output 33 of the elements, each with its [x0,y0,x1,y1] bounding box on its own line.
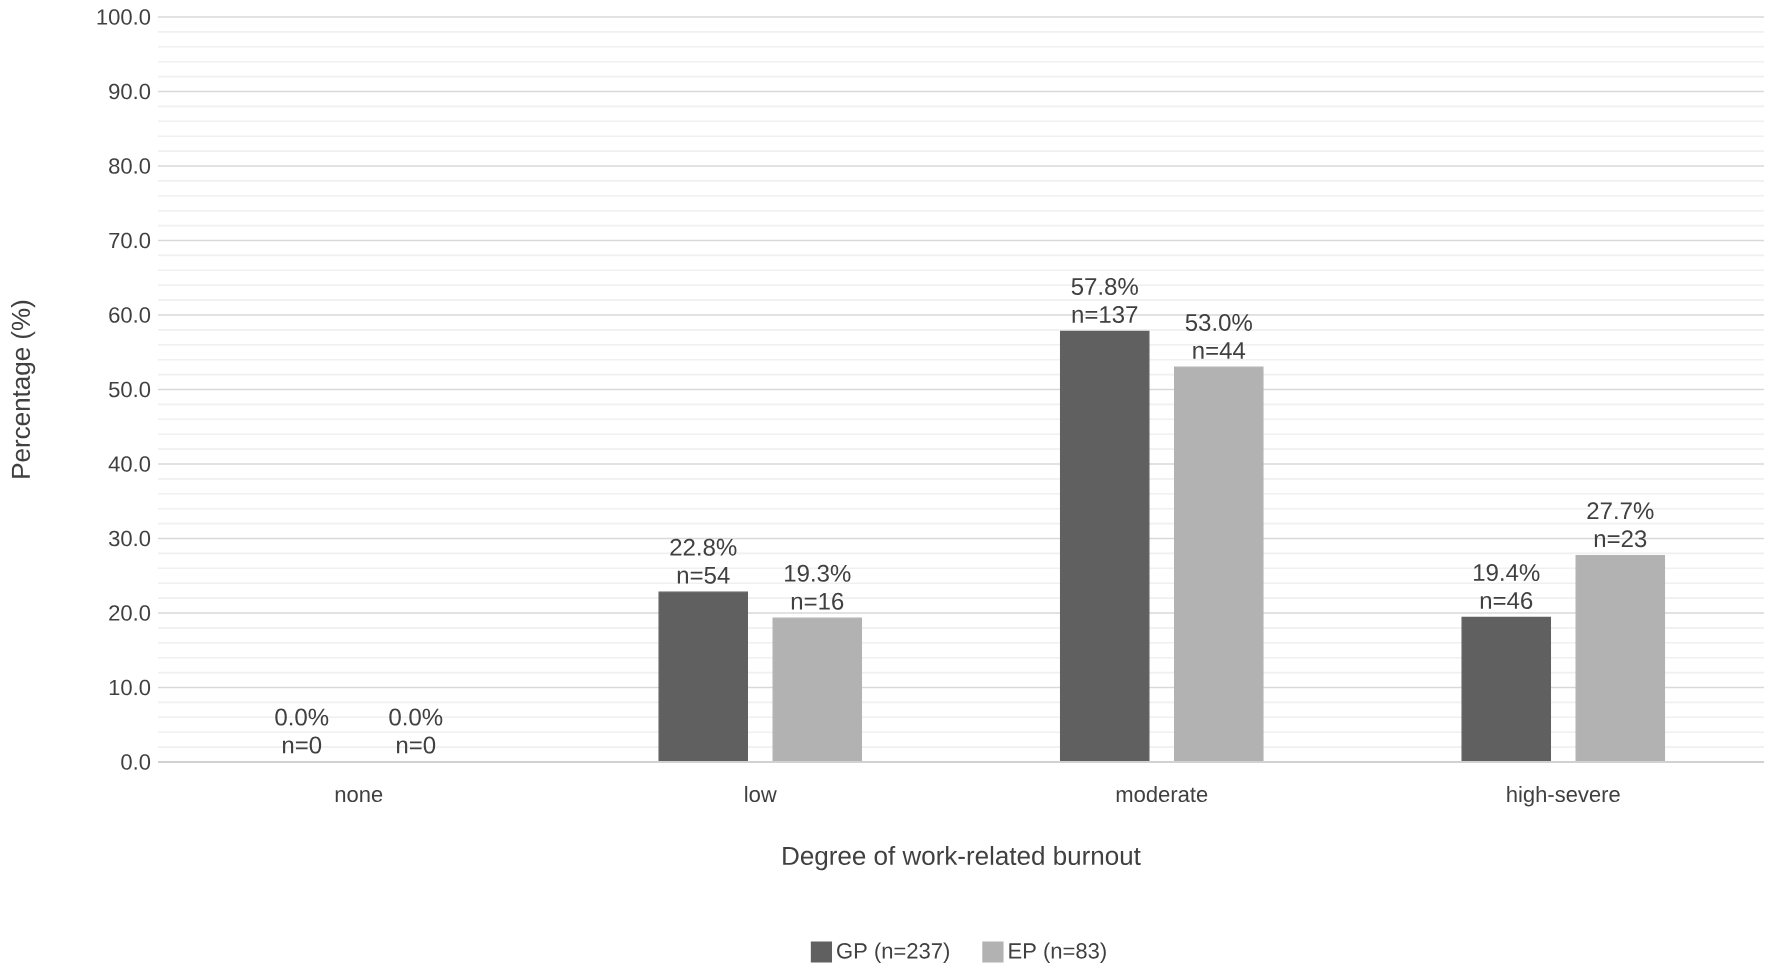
y-tick-label: 90.0 [109,83,151,100]
y-tick-label: 100.0 [97,9,151,25]
x-tick-label: low [745,785,777,803]
legend-label: GP (n=237) [837,942,949,964]
data-label: 22.8% n=54 [670,538,737,584]
bar [772,617,863,763]
data-label: 53.0% n=44 [1185,314,1252,359]
bar [1575,555,1666,763]
y-tick-label: 0.0 [121,754,151,770]
x-axis-title: Degree of work-related burnout [783,845,1141,871]
y-tick-label: 40.0 [108,456,151,472]
x-tick-label: moderate [1116,785,1208,803]
data-label: 0.0% n=0 [389,708,443,754]
x-tick-label: none [335,790,383,803]
bar [658,591,749,763]
x-tick-label: high-severe [1507,785,1620,807]
y-tick-label: 80.0 [109,158,151,174]
bar [1174,366,1264,763]
data-label: 19.4% n=46 [1474,564,1540,610]
legend-label: EP (n=83) [1009,942,1106,964]
data-label: 27.7% n=23 [1587,502,1654,548]
y-tick-label: 50.0 [109,381,151,398]
data-label: 0.0% n=0 [275,708,329,754]
data-label: 57.8% n=137 [1071,278,1138,323]
y-tick-label: 60.0 [109,307,151,323]
y-tick-label: 20.0 [109,605,151,621]
data-label: 19.3% n=16 [785,564,851,610]
y-axis-title: Percentage (%) [10,300,36,478]
y-tick-label: 70.0 [109,232,151,249]
bar [1059,330,1150,763]
y-tick-label: 30.0 [108,530,151,547]
bar [1461,616,1552,763]
y-tick-label: 10.0 [109,679,151,696]
